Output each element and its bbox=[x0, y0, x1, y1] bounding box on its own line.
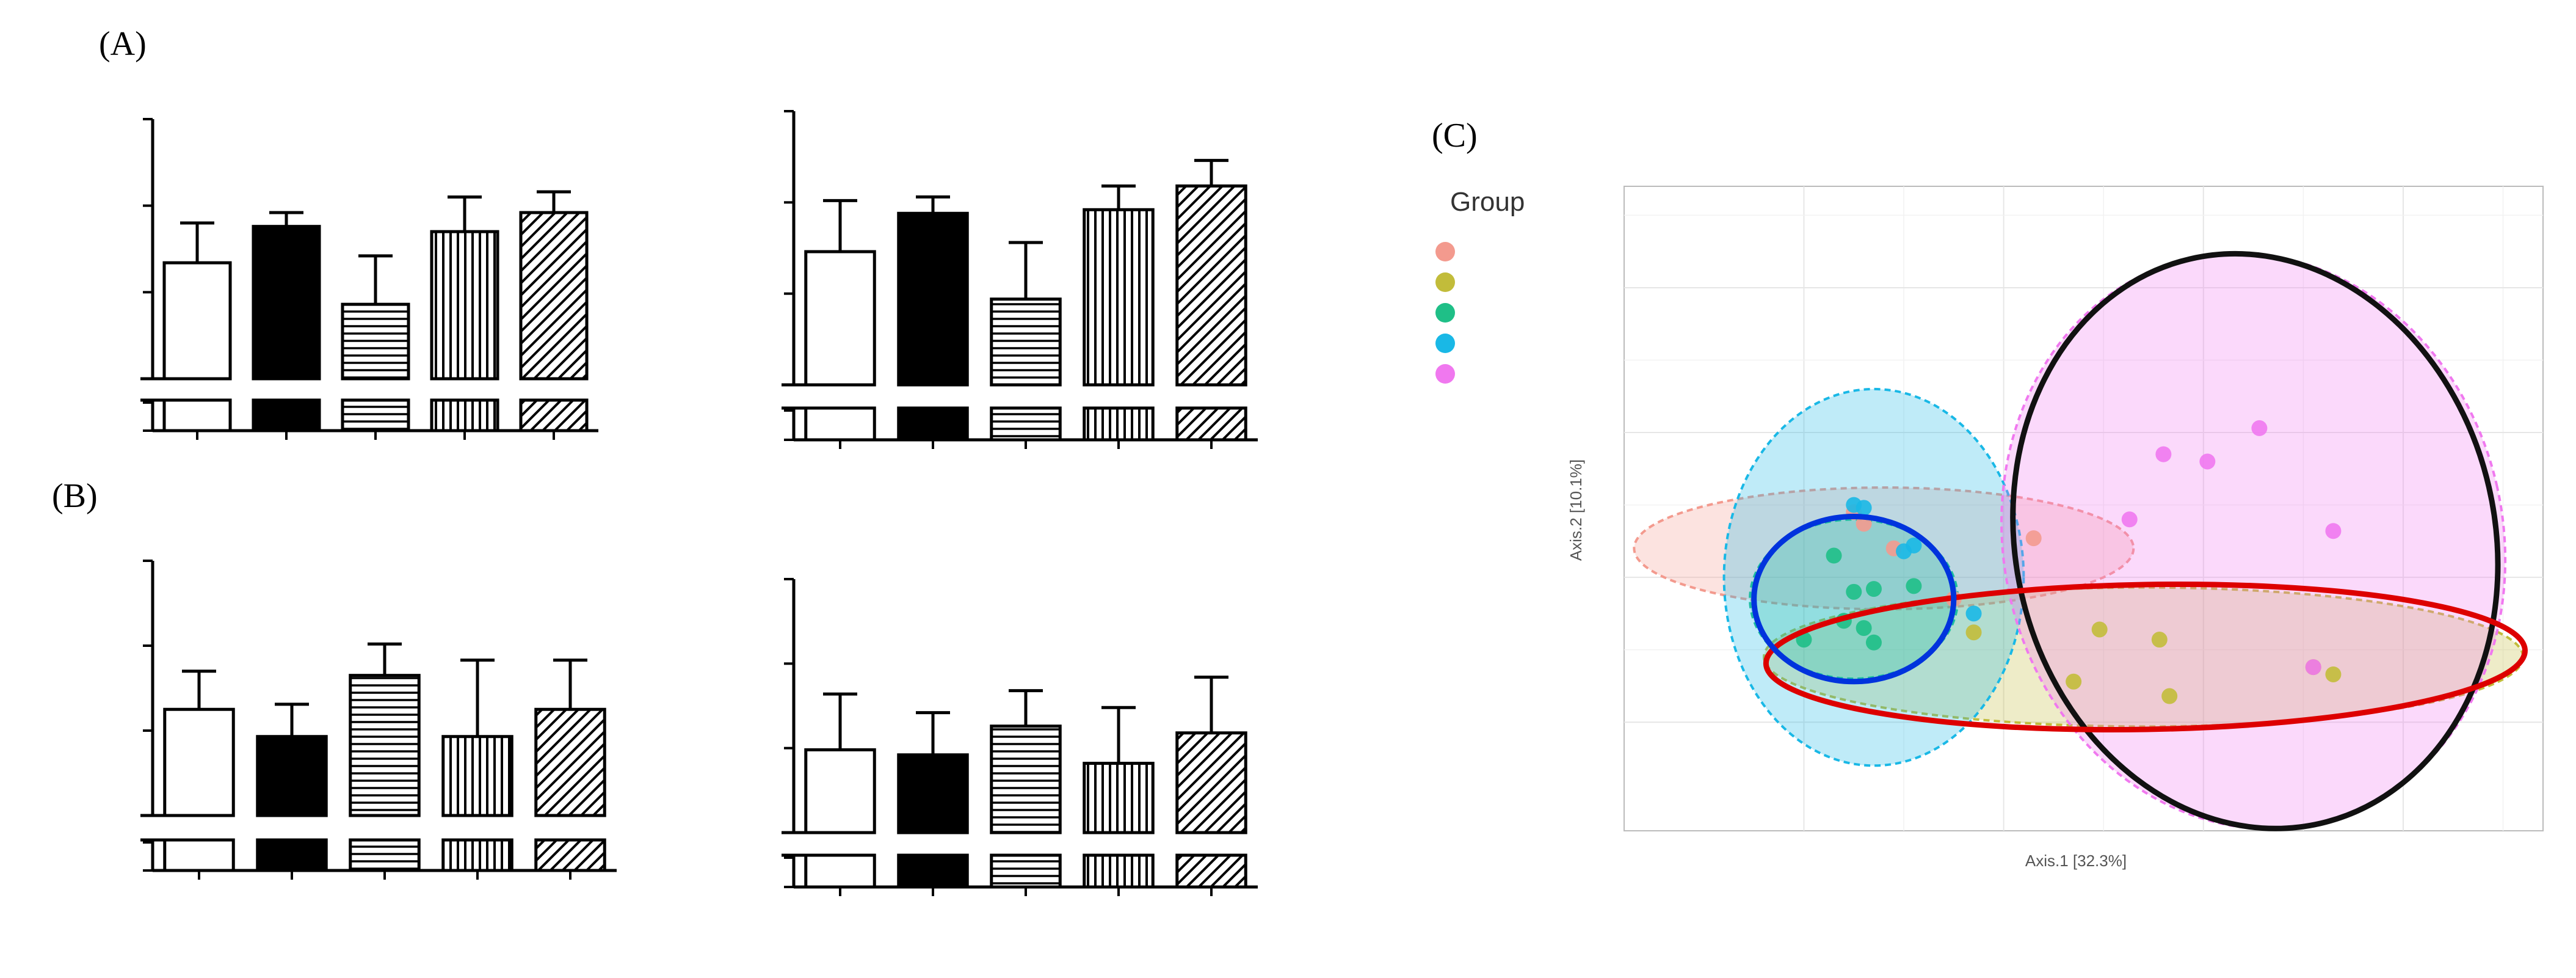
pcoa-points bbox=[1796, 420, 2342, 704]
pcoa-ellipses bbox=[1633, 252, 2525, 830]
point-pse bbox=[1856, 500, 1872, 516]
bar-c bbox=[804, 250, 876, 387]
bar-stub-ase bbox=[1175, 406, 1247, 442]
bar-stub-sc bbox=[990, 853, 1062, 889]
bar-ase bbox=[1175, 184, 1247, 387]
point-e bbox=[1865, 581, 1882, 597]
bar-pse bbox=[430, 230, 499, 381]
bar-pse bbox=[441, 735, 513, 817]
point-e bbox=[1846, 583, 1862, 600]
bar-stub-c bbox=[162, 398, 232, 432]
bar-c bbox=[163, 707, 235, 817]
point-c bbox=[2066, 673, 2082, 690]
bar-stub-sc bbox=[341, 398, 410, 432]
point-pse bbox=[1906, 537, 1922, 553]
bar-pse bbox=[1175, 731, 1247, 834]
highlight-ellipse-black bbox=[2010, 250, 2501, 831]
pcoa-grid bbox=[1624, 186, 2543, 831]
bar-stub-c bbox=[804, 406, 876, 442]
bar-stub-ase bbox=[1083, 853, 1155, 889]
point-c bbox=[2161, 688, 2178, 704]
bar-stub-pse bbox=[430, 398, 499, 432]
pcoa-legend: Group bbox=[1435, 187, 1525, 384]
pcoa-y-axis-label: Axis.2 [10.1%] bbox=[1567, 459, 1585, 561]
point-pse bbox=[1965, 605, 1982, 622]
panel-label-a: (A) bbox=[99, 25, 147, 63]
point-sc bbox=[2251, 420, 2268, 436]
bar-chart-ace bbox=[140, 118, 598, 440]
bar-stub-pse bbox=[441, 838, 513, 872]
bar-e bbox=[897, 211, 969, 387]
legend-swatch-ase bbox=[1435, 242, 1455, 261]
bar-charts bbox=[140, 110, 1258, 896]
bar-stub-e bbox=[897, 853, 969, 889]
pcoa-x-axis-label: Axis.1 [32.3%] bbox=[2025, 852, 2127, 870]
bar-stub-sc bbox=[349, 838, 421, 872]
bar-chart-shannon bbox=[782, 578, 1258, 896]
legend-swatch-c bbox=[1435, 272, 1455, 292]
bar-e bbox=[252, 225, 321, 381]
bar-pse bbox=[1083, 208, 1155, 387]
point-sc bbox=[2155, 446, 2172, 462]
highlight-ellipse-blue bbox=[1751, 514, 1957, 685]
bar-stub-c bbox=[163, 838, 235, 872]
bar-sc bbox=[341, 302, 410, 381]
bar-sc bbox=[990, 297, 1062, 387]
point-c bbox=[2091, 621, 2108, 638]
bar-sc bbox=[349, 674, 421, 817]
legend-swatch-e bbox=[1435, 303, 1455, 323]
point-sc bbox=[2199, 453, 2216, 470]
point-e bbox=[1865, 634, 1882, 651]
bar-stub-pse bbox=[1175, 853, 1247, 889]
confidence-ellipse-pse bbox=[1722, 387, 2025, 767]
bar-ase bbox=[1083, 762, 1155, 834]
bar-stub-ase bbox=[519, 398, 589, 432]
bar-stub-pse bbox=[1083, 406, 1155, 442]
bar-stub-sc bbox=[990, 406, 1062, 442]
bar-stub-ase bbox=[534, 838, 606, 872]
point-e bbox=[1856, 620, 1872, 637]
bar-ase bbox=[519, 211, 589, 381]
bar-chart-chao1 bbox=[782, 110, 1258, 449]
legend-title: Group bbox=[1450, 187, 1525, 217]
pcoa-highlights bbox=[1751, 250, 2528, 831]
bar-e bbox=[897, 753, 969, 834]
bar-stub-e bbox=[897, 406, 969, 442]
highlight-ellipse-red bbox=[1763, 581, 2528, 733]
bar-stub-e bbox=[252, 398, 321, 432]
point-ase bbox=[2025, 530, 2042, 547]
legend-swatch-pse bbox=[1435, 334, 1455, 353]
panel-label-b: (B) bbox=[52, 477, 98, 515]
pcoa-plot: Axis.1 [32.3%] Axis.2 [10.1%] Group bbox=[1435, 186, 2544, 870]
point-sc bbox=[2305, 659, 2321, 676]
point-sc bbox=[2121, 511, 2138, 528]
point-c bbox=[2151, 632, 2168, 648]
bar-stub-e bbox=[256, 838, 328, 872]
point-c bbox=[1965, 624, 1982, 641]
bar-ase bbox=[534, 707, 606, 817]
bar-sc bbox=[990, 724, 1062, 834]
legend-swatch-sc bbox=[1435, 364, 1455, 384]
point-sc bbox=[2325, 523, 2342, 539]
bar-chart-simpson bbox=[140, 560, 617, 880]
bar-stub-c bbox=[804, 853, 876, 889]
bar-e bbox=[256, 735, 328, 817]
bar-c bbox=[804, 748, 876, 834]
panel-label-c: (C) bbox=[1432, 117, 1478, 155]
point-e bbox=[1906, 578, 1922, 594]
bar-c bbox=[162, 261, 232, 381]
point-c bbox=[2325, 666, 2342, 682]
point-e bbox=[1826, 547, 1842, 564]
